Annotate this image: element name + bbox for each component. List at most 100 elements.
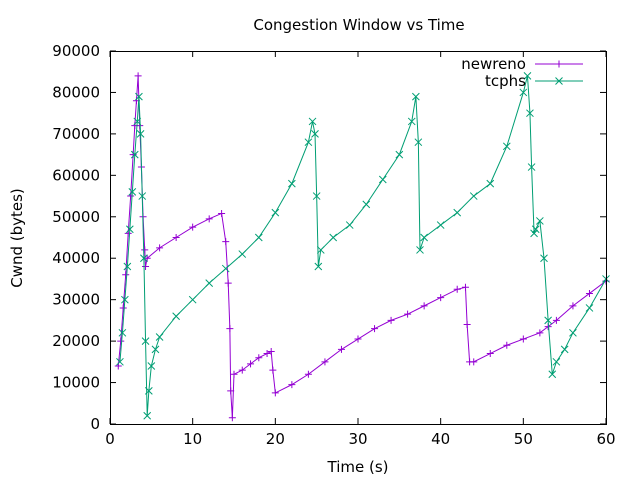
tcphs-point (304, 138, 313, 147)
newreno-point (437, 294, 445, 302)
tcphs-point (420, 233, 428, 242)
newreno-point (141, 246, 149, 254)
tcphs-point (569, 328, 577, 337)
tcphs-point (523, 72, 532, 80)
series-tcphs (116, 72, 610, 420)
tcphs-point (345, 221, 354, 229)
tcphs-point (316, 246, 325, 254)
tcphs-point (205, 279, 214, 287)
tcphs-point (536, 217, 544, 225)
legend-label-newreno: newreno (461, 55, 526, 73)
tcphs-point (329, 233, 338, 242)
tcphs-point (416, 246, 424, 254)
tcphs-point (136, 130, 145, 138)
y-tick-label: 60000 (52, 166, 100, 184)
y-tick-label: 50000 (52, 208, 100, 226)
newreno-point (271, 389, 279, 397)
tcphs-point (552, 357, 561, 366)
y-tick-label: 80000 (52, 83, 100, 101)
tcphs-point (125, 225, 134, 234)
tcphs-point (172, 312, 180, 321)
newreno-point (387, 316, 395, 324)
tcphs-point (378, 175, 387, 184)
tcphs-point (486, 179, 495, 188)
tcphs-point (288, 179, 296, 188)
tcphs-point (453, 208, 462, 217)
tcphs-point (238, 250, 247, 258)
tcphs-point (436, 221, 445, 229)
tcphs-point (221, 264, 230, 273)
newreno-point (230, 370, 238, 378)
newreno-point (354, 335, 362, 343)
tcphs-point (502, 142, 511, 151)
tcphs-point (407, 117, 416, 126)
newreno-point (267, 347, 275, 355)
tcphs-point (519, 88, 528, 97)
tcphs-point (311, 130, 319, 138)
tcphs-point (133, 117, 142, 126)
tcphs-line (119, 75, 607, 416)
tcphs-point (526, 109, 534, 118)
tcphs-point (138, 192, 147, 200)
newreno-line (117, 75, 607, 418)
x-tick-label: 50 (514, 430, 533, 448)
tcphs-point (188, 295, 197, 304)
tcphs-point (530, 229, 538, 238)
newreno-point (552, 316, 560, 324)
newreno-point (222, 238, 230, 246)
y-tick-label: 70000 (52, 125, 100, 143)
chart-title: Congestion Window vs Time (253, 16, 464, 34)
y-tick-label: 40000 (52, 249, 100, 267)
newreno-point (117, 337, 125, 345)
y-tick-label: 90000 (52, 42, 100, 60)
tcphs-point (469, 192, 478, 200)
legend-label-tcphs: tcphs (485, 72, 526, 90)
tcphs-point (155, 333, 164, 341)
newreno-point (122, 271, 130, 279)
newreno-point (288, 381, 296, 389)
newreno-point (226, 325, 234, 333)
tcphs-point (254, 233, 263, 242)
tcphs-point (531, 225, 540, 234)
newreno-point (134, 72, 142, 80)
series-layer (114, 72, 610, 422)
newreno-point (263, 350, 271, 358)
tcphs-point (116, 357, 124, 366)
y-tick-label: 0 (90, 415, 100, 433)
series-newreno (114, 72, 610, 422)
tcphs-point (141, 337, 150, 345)
x-tick-label: 0 (105, 430, 115, 448)
x-tick-label: 20 (266, 430, 285, 448)
newreno-point (463, 321, 471, 329)
y-tick-label: 30000 (52, 291, 100, 309)
newreno-point (142, 263, 150, 271)
x-axis-label: Time (s) (327, 458, 389, 476)
tcphs-point (312, 192, 321, 200)
ticks-layer: 0 10 20 30 40 50 60 0 10000 20000 30000 40000 50000 6… (52, 42, 615, 448)
newreno-point (461, 283, 469, 291)
newreno-point (503, 341, 511, 349)
newreno-point (224, 279, 232, 287)
plot-border (110, 51, 607, 425)
tcphs-point (548, 370, 557, 379)
newreno-point (337, 345, 345, 353)
tcphs-point (140, 254, 148, 263)
y-tick-label: 10000 (52, 374, 100, 392)
newreno-point (218, 209, 226, 217)
tcphs-point (544, 316, 552, 325)
tcphs-point (395, 150, 404, 159)
newreno-point (519, 335, 527, 343)
tcphs-point (121, 295, 129, 304)
tcphs-point (540, 254, 548, 263)
y-tick-label: 20000 (52, 332, 100, 350)
newreno-point (404, 310, 412, 318)
tcphs-point (585, 304, 594, 312)
newreno-point (321, 358, 329, 366)
x-tick-label: 40 (431, 430, 450, 448)
tcphs-point (123, 262, 132, 271)
newreno-point (143, 254, 151, 262)
newreno-point (536, 329, 544, 337)
tcphs-point (308, 117, 317, 126)
